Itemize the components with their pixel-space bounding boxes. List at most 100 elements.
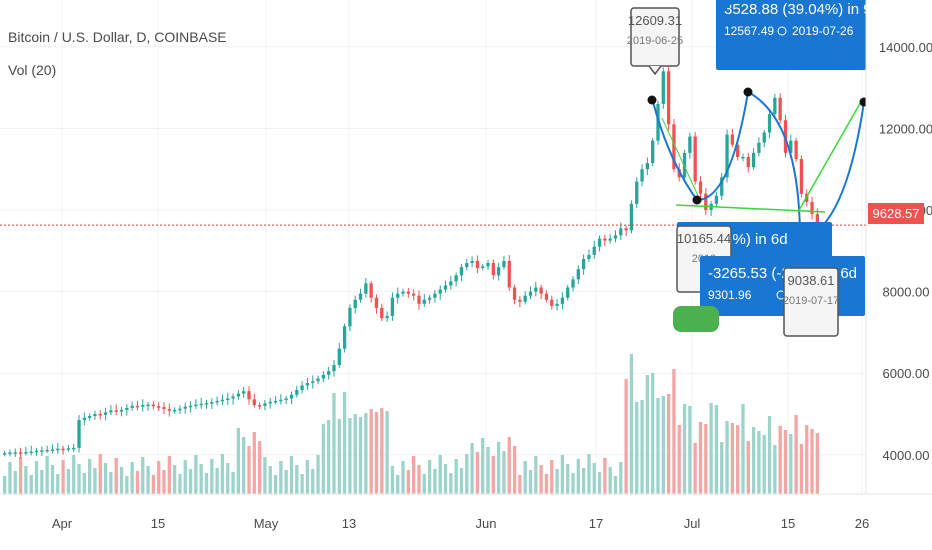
- candle-body: [746, 156, 750, 168]
- volume-bar: [289, 456, 294, 494]
- measure-value: 12567.49: [724, 24, 774, 38]
- time-axis[interactable]: [0, 494, 932, 550]
- price-callout-high[interactable]: 12609.31 2019-06-25: [627, 7, 683, 76]
- volume-bar: [162, 470, 166, 494]
- candle-body: [396, 293, 400, 298]
- volume-bar: [698, 422, 703, 494]
- x-tick-label: 17: [589, 516, 603, 531]
- candle-body: [502, 261, 506, 268]
- volume-bar: [109, 472, 113, 494]
- candle-body: [135, 405, 140, 408]
- volume-bar: [369, 409, 373, 494]
- candle-body: [263, 403, 267, 406]
- candle-body: [215, 400, 219, 403]
- volume-bar: [475, 452, 480, 494]
- candle-body: [284, 398, 288, 400]
- candle-body: [704, 193, 708, 210]
- candle-body: [640, 169, 644, 182]
- candle-body: [279, 399, 283, 402]
- candle-body: [433, 293, 437, 298]
- candle-body: [518, 299, 522, 302]
- candle-body: [93, 414, 97, 417]
- volume-bar: [805, 425, 809, 494]
- candle-body: [523, 295, 527, 302]
- volume-bar: [624, 379, 628, 494]
- volume-bar: [167, 456, 171, 494]
- volume-bar: [316, 455, 320, 494]
- candle-body: [358, 293, 363, 300]
- volume-bar: [321, 424, 326, 494]
- volume-bar: [204, 473, 209, 494]
- candle-body: [799, 159, 804, 194]
- symbol-title[interactable]: Bitcoin / U.S. Dollar, D, COINBASE: [8, 29, 227, 45]
- candle-body: [247, 391, 251, 400]
- x-tick-label: Apr: [52, 516, 73, 531]
- candle-body: [693, 136, 697, 182]
- candle-body: [364, 283, 368, 294]
- volume-bar: [358, 417, 363, 494]
- volume-bar: [220, 454, 225, 494]
- candle-body: [491, 263, 495, 276]
- volume-bar: [751, 427, 756, 494]
- callout-date: 2019-07-17: [783, 295, 839, 307]
- volume-bar: [18, 457, 23, 494]
- candle-body: [220, 399, 225, 402]
- candle-body: [72, 447, 76, 450]
- volume-bar: [762, 435, 766, 494]
- candle-body: [316, 378, 320, 382]
- candle-body: [794, 140, 798, 159]
- candle-body: [114, 410, 118, 412]
- candle-body: [576, 269, 580, 280]
- drawing-tools[interactable]: 12609.31 2019-06-25 3528.88 (39.04%) in 9d…: [627, 0, 880, 337]
- volume-bar: [597, 472, 602, 494]
- callout-date: 2019-06-25: [627, 35, 683, 47]
- candle-body: [496, 267, 501, 276]
- volume-bar: [348, 418, 352, 494]
- candle-body: [311, 381, 315, 383]
- volume-bar: [98, 454, 102, 494]
- volume-bar: [581, 468, 586, 494]
- measure-box[interactable]: 3528.88 (39.04%) in 9d 12567.49 2019-07-26: [716, 0, 880, 70]
- volume-bar: [77, 464, 81, 494]
- volume-bar: [61, 460, 65, 494]
- price-axis[interactable]: [866, 0, 932, 494]
- green-pill[interactable]: [673, 306, 719, 332]
- last-price-label: 9628.57: [873, 206, 920, 221]
- candle-body: [406, 291, 410, 294]
- volume-bar: [757, 431, 761, 494]
- candle-body: [380, 307, 384, 319]
- volume-bar: [799, 444, 804, 494]
- candle-body: [512, 287, 517, 300]
- candle-body: [342, 326, 347, 349]
- candle-body: [151, 404, 156, 407]
- candle-body: [592, 246, 596, 255]
- volume-bar: [443, 464, 448, 494]
- candle-body: [412, 293, 416, 296]
- x-tick-label: Jun: [476, 516, 497, 531]
- volume-bar: [56, 474, 60, 494]
- volume-bar: [682, 404, 687, 494]
- volume-bar: [390, 466, 395, 494]
- volume-bar: [119, 467, 124, 494]
- green-trend-line: [797, 99, 863, 213]
- volume-bar: [454, 459, 458, 494]
- candle-body: [236, 393, 241, 397]
- candle-body: [374, 297, 379, 308]
- volume-bar: [794, 415, 798, 494]
- volume-bar: [481, 438, 485, 494]
- volume-bar: [789, 434, 793, 494]
- volume-bar: [619, 462, 623, 494]
- candle-body: [470, 261, 474, 264]
- y-tick-label: 4000.00: [883, 448, 930, 463]
- volume-bar: [507, 437, 511, 494]
- volume-bar: [295, 465, 299, 494]
- candle-body: [204, 402, 209, 405]
- candle-body: [289, 394, 294, 399]
- volume-indicator-label[interactable]: Vol (20): [8, 62, 56, 78]
- pivot-point: [743, 87, 753, 97]
- price-callout-low2[interactable]: 9038.61 2019-07-17: [783, 267, 839, 337]
- volume-bar: [252, 432, 256, 494]
- volume-bar: [45, 456, 49, 494]
